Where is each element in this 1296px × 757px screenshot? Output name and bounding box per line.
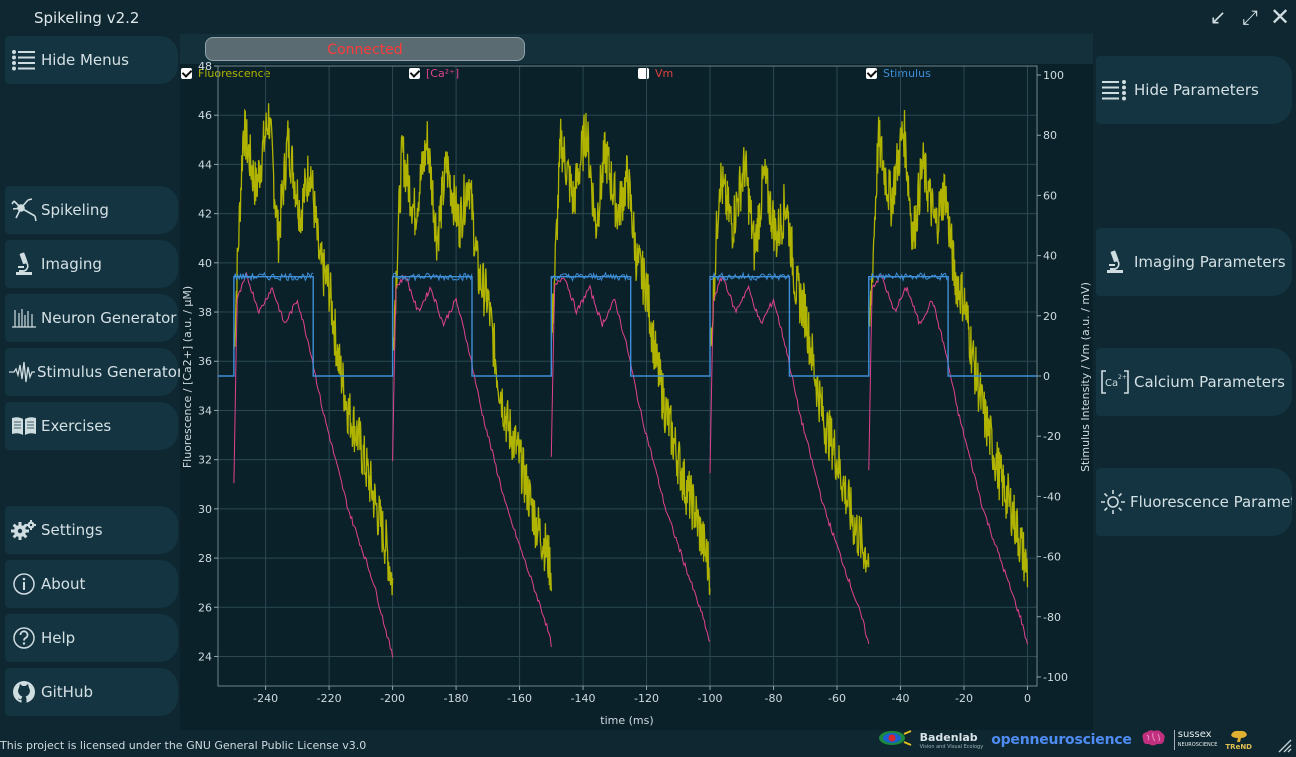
plot-area [180, 64, 1093, 730]
menu-item-neuron-generator[interactable]: Neuron Generator [5, 294, 178, 342]
calcium-parameters-button[interactable]: Ca 2+ Calcium Parameters [1096, 348, 1292, 416]
menu-item-label: Neuron Generator [41, 309, 177, 327]
menu-item-label: Spikeling [41, 201, 109, 219]
legend-label-calcium: [Ca²⁺] [426, 66, 460, 80]
legend-calcium[interactable]: [Ca²⁺] [409, 66, 459, 80]
menu-item-exercises[interactable]: Exercises [5, 402, 178, 450]
fluorescence-parameters-button[interactable]: Fluorescence Parameters [1096, 468, 1292, 536]
microscope-icon [1100, 250, 1130, 274]
vm-checkbox[interactable] [638, 67, 649, 79]
info-icon [9, 572, 39, 596]
imaging-parameters-label: Imaging Parameters [1134, 253, 1286, 271]
menu-item-label: Imaging [41, 255, 102, 273]
calcium-parameters-label: Calcium Parameters [1134, 373, 1285, 391]
resize-grip-icon[interactable] [1276, 737, 1292, 753]
close-icon[interactable]: ✕ [1269, 3, 1291, 31]
menu-item-spikeling[interactable]: Spikeling [5, 186, 178, 234]
hide-menus-button[interactable]: Hide Menus [5, 36, 178, 84]
trend-logo-text: TReND [1225, 743, 1252, 751]
legend-vm[interactable]: Vm [638, 66, 673, 80]
help-icon [9, 626, 39, 650]
trend-logo: TReND [1225, 729, 1252, 751]
menu-item-label: Settings [41, 521, 103, 539]
menu-item-label: About [41, 575, 86, 593]
list-icon [9, 49, 39, 71]
spike-train-icon [9, 307, 39, 329]
hide-parameters-label: Hide Parameters [1134, 81, 1259, 99]
menu-item-label: GitHub [41, 683, 93, 701]
neuron-icon [9, 198, 39, 222]
legend-stimulus[interactable]: Stimulus [866, 66, 931, 80]
github-icon [9, 680, 39, 704]
hide-parameters-button[interactable]: Hide Parameters [1096, 56, 1292, 124]
stimulus-checkbox[interactable] [866, 67, 877, 79]
gear-icon [9, 519, 39, 541]
badenlab-logo: Badenlab Vision and Visual Ecology [920, 731, 984, 750]
sussex-logo-text: sussex [1177, 729, 1212, 740]
fluorescence-parameters-label: Fluorescence Parameters [1130, 493, 1292, 511]
calcium-icon: Ca 2+ [1100, 370, 1130, 394]
calcium-checkbox[interactable] [409, 67, 420, 79]
sussex-logo: sussex NEUROSCIENCE [1173, 729, 1218, 750]
minimize-icon[interactable]: ↙ [1209, 5, 1227, 29]
menu-item-label: Exercises [41, 417, 112, 435]
legend-label-stimulus: Stimulus [883, 66, 931, 80]
legend-label-vm: Vm [655, 66, 674, 80]
menu-item-stimulus-generator[interactable]: Stimulus Generator [5, 348, 183, 396]
sun-icon [1100, 489, 1126, 515]
microscope-icon [9, 252, 39, 276]
svg-text:Ca: Ca [1105, 378, 1118, 389]
sussex-logo-subtitle: NEUROSCIENCE [1177, 742, 1218, 748]
menu-item-label: Stimulus Generator [37, 363, 184, 381]
book-icon [9, 415, 39, 437]
brain-logo-icon [1140, 729, 1166, 751]
waveform-icon [9, 361, 35, 383]
menu-item-help[interactable]: Help [5, 614, 178, 662]
fluorescence-checkbox[interactable] [181, 67, 192, 79]
svg-text:2+: 2+ [1118, 374, 1127, 381]
legend-fluorescence[interactable]: Fluorescence [181, 66, 270, 80]
badenlab-logo-subtitle: Vision and Visual Ecology [919, 743, 984, 750]
sponsor-logos: Badenlab Vision and Visual Ecology openne… [878, 729, 1252, 751]
imaging-parameters-button[interactable]: Imaging Parameters [1096, 228, 1292, 296]
menu-item-imaging[interactable]: Imaging [5, 240, 178, 288]
app-title: Spikeling v2.2 [34, 9, 140, 27]
menu-item-label: Help [41, 629, 76, 647]
license-text: This project is licensed under the GNU G… [0, 739, 367, 752]
hide-menus-label: Hide Menus [41, 51, 129, 69]
badenlab-logo-text: Badenlab [919, 730, 978, 744]
connection-status: Connected [205, 37, 525, 61]
title-bar: Spikeling v2.2 ↙ ⤢ ✕ [0, 0, 1296, 34]
legend-label-fluorescence: Fluorescence [198, 66, 271, 80]
list-icon [1100, 79, 1130, 101]
menu-item-settings[interactable]: Settings [5, 506, 178, 554]
menu-item-github[interactable]: GitHub [5, 668, 178, 716]
openneuroscience-logo: openneuroscience [991, 732, 1132, 748]
maximize-icon[interactable]: ⤢ [1242, 5, 1258, 29]
eye-logo-icon [878, 729, 912, 751]
menu-item-about[interactable]: About [5, 560, 178, 608]
